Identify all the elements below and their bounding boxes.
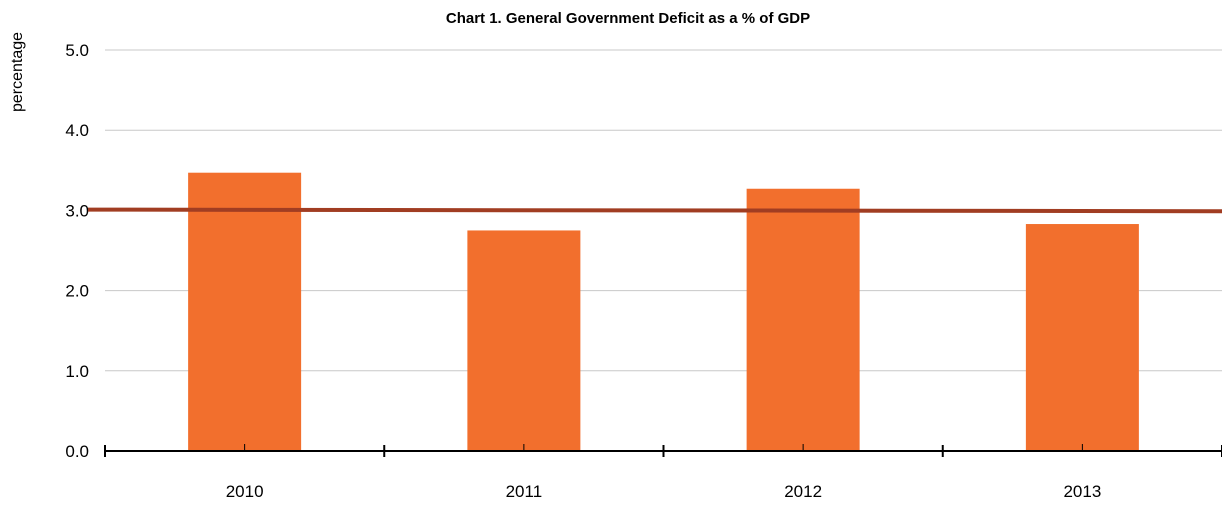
- x-tick-labels: 2010 2011 2012 2013: [226, 482, 1102, 501]
- bar-2012: [746, 188, 860, 451]
- x-tick-label: 2012: [784, 482, 822, 501]
- y-tick-label: 1.0: [65, 362, 89, 381]
- bars: [188, 172, 1139, 451]
- x-tick-label: 2010: [226, 482, 264, 501]
- y-tick-label: 3.0: [65, 201, 89, 220]
- y-tick-labels: 0.0 1.0 2.0 3.0 4.0 5.0: [65, 41, 89, 461]
- reference-line-group: [87, 207, 1222, 214]
- x-tick-label: 2013: [1063, 482, 1101, 501]
- bar-2010: [188, 172, 302, 451]
- x-tick-label: 2011: [506, 482, 543, 501]
- bar-2011: [467, 230, 581, 451]
- y-tick-label: 0.0: [65, 442, 89, 461]
- bar-2013: [1025, 224, 1139, 451]
- y-axis-label: percentage: [9, 32, 26, 112]
- y-tick-label: 5.0: [65, 41, 89, 60]
- y-tick-label: 2.0: [65, 282, 89, 301]
- chart-title: Chart 1. General Government Deficit as a…: [446, 10, 810, 27]
- y-tick-label: 4.0: [65, 121, 89, 140]
- reference-line: [87, 207, 1222, 214]
- x-axis: [104, 444, 1222, 457]
